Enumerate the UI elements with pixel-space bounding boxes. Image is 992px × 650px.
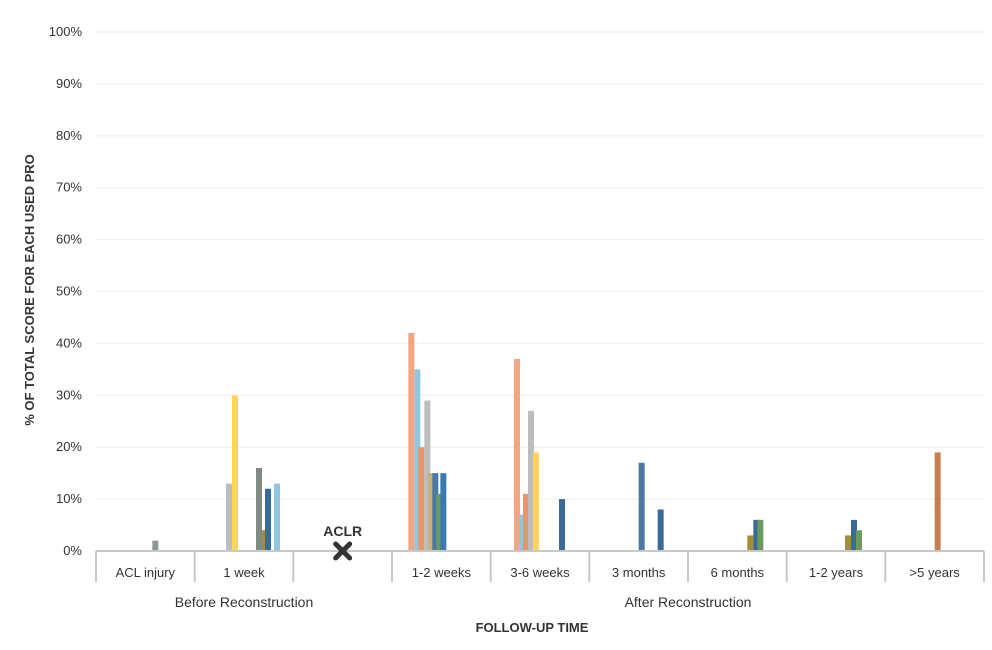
y-tick-label: 80% — [56, 128, 82, 143]
y-axis-title: % OF TOTAL SCORE FOR EACH USED PRO — [22, 154, 37, 426]
bar — [747, 535, 754, 551]
y-tick-label: 0% — [63, 543, 82, 558]
bar — [559, 499, 565, 551]
y-tick-label: 40% — [56, 335, 82, 350]
bar — [528, 410, 534, 551]
x-tick-label: 3-6 weeks — [510, 565, 570, 580]
bar — [274, 483, 280, 551]
x-tick-label: 3 months — [612, 565, 666, 580]
x-tick-label: >5 years — [910, 565, 961, 580]
bar — [845, 535, 851, 551]
bar — [440, 473, 447, 551]
bars — [152, 333, 941, 551]
bar — [753, 519, 760, 551]
x-tick-label: 1 week — [223, 565, 265, 580]
bar — [424, 400, 431, 551]
group-label: Before Reconstruction — [175, 594, 314, 610]
x-mark-stroke — [333, 541, 353, 561]
bar — [638, 462, 645, 551]
bar — [414, 369, 421, 551]
x-tick-label: 1-2 weeks — [412, 565, 472, 580]
x-tick-label: 6 months — [711, 565, 765, 580]
x-axis-title: FOLLOW-UP TIME — [476, 620, 589, 635]
bar — [533, 452, 539, 551]
bar — [514, 358, 520, 551]
bar — [851, 519, 857, 551]
x-tick-label: ACL injury — [116, 565, 176, 580]
x-axis: ACL injury 1 week 1-2 weeks 3-6 weeks 3 mont… — [95, 550, 985, 610]
bar — [519, 514, 525, 551]
y-tick-label: 100% — [49, 24, 83, 39]
bar — [408, 333, 415, 551]
y-axis-ticks: 0% 10% 20% 30% 40% 50% 60% 70% 80% 90% 100% — [49, 24, 83, 558]
bar — [265, 488, 271, 551]
bar — [152, 540, 159, 551]
bar — [657, 509, 664, 551]
bar — [934, 452, 941, 551]
bar — [432, 473, 439, 551]
y-tick-label: 30% — [56, 387, 82, 402]
y-tick-label: 60% — [56, 232, 82, 247]
bar — [226, 483, 232, 551]
bar — [256, 467, 262, 551]
y-tick-label: 20% — [56, 439, 82, 454]
group-label: After Reconstruction — [625, 594, 752, 610]
bar — [428, 473, 435, 551]
bar — [436, 493, 443, 551]
grid-lines — [96, 31, 984, 500]
x-tick-label: 1-2 years — [809, 565, 864, 580]
bar — [856, 530, 862, 551]
bar — [523, 493, 529, 551]
aclr-annotation: ACLR — [323, 523, 362, 561]
x-mark-icon — [333, 541, 353, 561]
annotation-label: ACLR — [323, 523, 362, 539]
bar — [757, 519, 764, 551]
bar — [232, 395, 238, 551]
y-tick-label: 90% — [56, 76, 82, 91]
y-tick-label: 50% — [56, 284, 82, 299]
bar — [418, 447, 425, 551]
y-tick-label: 70% — [56, 180, 82, 195]
y-tick-label: 10% — [56, 491, 82, 506]
